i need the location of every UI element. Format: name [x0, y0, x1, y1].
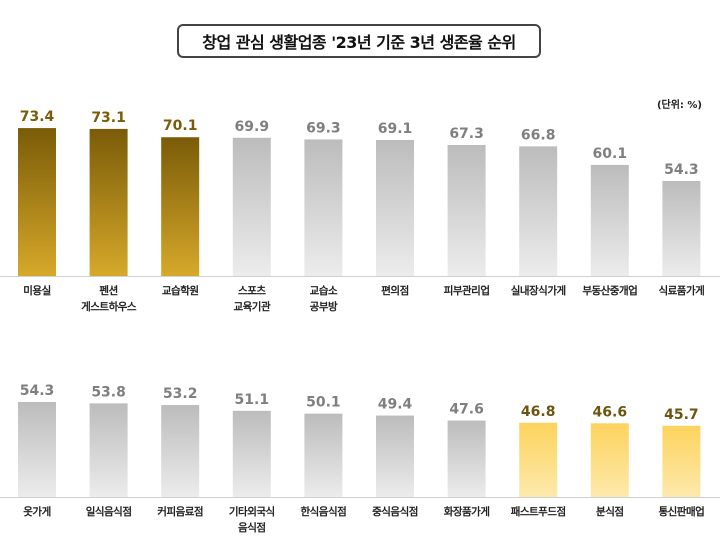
data-label: 69.3	[306, 120, 341, 136]
bar	[662, 180, 701, 276]
bar	[590, 164, 629, 276]
category-label: 펜션 게스트하우스	[81, 284, 137, 313]
category-label: 기타외국식 음식점	[229, 505, 275, 534]
bar	[447, 144, 486, 276]
bar	[89, 128, 128, 276]
category-label: 커피음료점	[157, 505, 203, 518]
data-label: 46.6	[593, 404, 628, 420]
category-label: 편의점	[381, 284, 408, 297]
chart-title: 창업 관심 생활업종 '23년 기준 3년 생존율 순위	[177, 24, 541, 58]
data-label: 69.1	[378, 121, 413, 137]
category-label: 화장품가게	[444, 505, 490, 518]
data-label: 53.2	[163, 386, 198, 402]
bar	[447, 420, 486, 497]
bar	[232, 137, 271, 276]
category-label: 식료품가게	[658, 284, 704, 297]
bar	[18, 128, 56, 276]
category-label: 교습소 공부방	[310, 284, 338, 313]
data-label: 45.7	[664, 407, 699, 423]
category-label: 한식음식점	[300, 505, 346, 518]
category-label: 일식음식점	[86, 505, 132, 518]
bar	[376, 415, 414, 497]
category-label: 교습학원	[162, 284, 199, 297]
category-label: 중식음식점	[372, 505, 418, 518]
bar	[232, 410, 271, 497]
data-label: 70.1	[163, 118, 198, 134]
data-label: 46.8	[521, 404, 556, 420]
category-label: 피부관리업	[444, 284, 490, 297]
category-label: 통신판매업	[658, 505, 704, 518]
data-label: 51.1	[235, 392, 270, 408]
data-label: 47.6	[449, 402, 484, 418]
data-label: 73.1	[91, 110, 126, 126]
bar	[519, 422, 558, 497]
bar	[89, 403, 128, 497]
bar	[18, 401, 56, 497]
bar	[161, 137, 200, 276]
data-label: 54.3	[20, 383, 55, 399]
data-label: 53.8	[91, 384, 126, 400]
unit-label: (단위: %)	[656, 100, 702, 111]
data-label: 69.9	[235, 119, 270, 135]
bar	[662, 425, 701, 497]
data-label: 60.1	[593, 146, 628, 162]
category-label: 옷가게	[23, 505, 50, 518]
data-label: 50.1	[306, 395, 341, 411]
data-label: 66.8	[521, 127, 556, 143]
category-label: 스포츠 교육기관	[233, 284, 270, 313]
category-label: 미용실	[23, 284, 50, 297]
category-label: 분식점	[596, 505, 623, 518]
bar	[590, 423, 629, 497]
bar	[304, 413, 343, 497]
category-label: 실내장식가게	[511, 284, 566, 297]
data-label: 73.4	[20, 109, 55, 125]
bar	[376, 139, 414, 276]
data-label: 54.3	[664, 162, 699, 178]
data-label: 67.3	[449, 126, 484, 142]
category-label: 부동산중개업	[582, 284, 637, 297]
bar	[304, 139, 343, 276]
category-label: 패스트푸드점	[511, 505, 566, 518]
bar	[161, 405, 200, 497]
data-label: 49.4	[378, 397, 413, 413]
bar	[519, 146, 558, 276]
